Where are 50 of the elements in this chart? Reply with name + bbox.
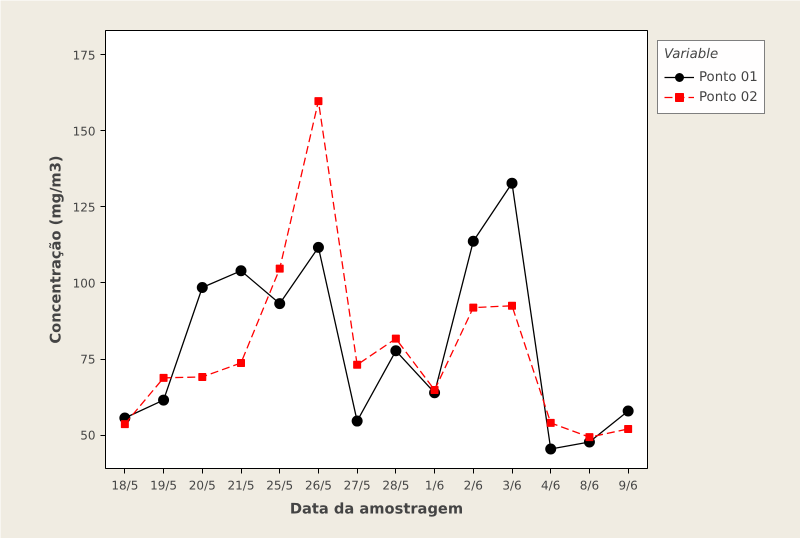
x-tick-label: 27/5 [344, 478, 371, 492]
y-axis-title: Concentração (mg/m3) [48, 155, 65, 344]
point [353, 360, 362, 369]
x-tick-label: 1/6 [424, 478, 444, 492]
point [236, 265, 246, 276]
x-tick-label: 9/6 [618, 478, 638, 492]
point [469, 304, 478, 312]
point [545, 444, 556, 455]
x-tick-label: 19/5 [150, 478, 178, 492]
y-tick-label: 100 [72, 276, 96, 290]
legend-label: Ponto 01 [699, 70, 758, 84]
x-tick-label: 8/6 [580, 478, 600, 492]
x-tick-label: 4/6 [541, 478, 560, 492]
x-tick-label: 26/5 [304, 478, 332, 492]
x-tick-label: 2/6 [464, 478, 483, 492]
x-tick-label: 21/5 [228, 478, 254, 492]
y-tick-label: 150 [72, 124, 96, 138]
point [506, 178, 518, 189]
point [508, 302, 516, 310]
y-tick-label: 75 [80, 352, 96, 366]
point [120, 420, 129, 428]
point [585, 433, 594, 442]
point [160, 374, 168, 382]
y-tick-label: 125 [72, 200, 96, 214]
point [352, 416, 363, 427]
point [237, 358, 245, 367]
point [158, 394, 170, 406]
x-tick-label: 18/5 [111, 478, 138, 492]
point [392, 334, 400, 343]
x-tick-label: 28/5 [382, 478, 410, 492]
point [274, 298, 286, 310]
point [198, 372, 206, 381]
point [276, 264, 284, 273]
point [546, 418, 555, 427]
point [468, 236, 479, 247]
y-tick-label: 50 [80, 428, 96, 443]
x-axis-title: Data da amostragem [290, 500, 464, 518]
x-tick-label: 25/5 [266, 478, 294, 492]
y-tick-label: 175 [72, 48, 96, 62]
point [196, 282, 208, 294]
point [312, 242, 324, 253]
point [430, 386, 439, 394]
legend-label: Ponto 02 [699, 90, 758, 104]
point [624, 424, 632, 433]
point [314, 97, 322, 106]
x-tick-label: 3/6 [502, 478, 522, 492]
x-tick-label: 20/5 [188, 478, 216, 492]
point [622, 406, 634, 417]
legend-title: Variable [664, 47, 720, 62]
point [390, 345, 402, 356]
